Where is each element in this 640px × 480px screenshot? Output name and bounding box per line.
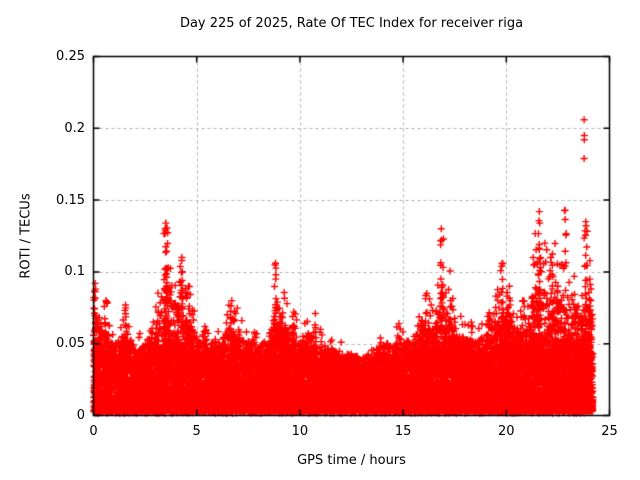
chart-title: Day 225 of 2025, Rate Of TEC Index for r… [179, 16, 524, 31]
x-tick-label: 15 [394, 424, 412, 439]
x-tick-label: 20 [498, 424, 515, 439]
x-axis-label: GPS time / hours [297, 453, 406, 468]
x-tick-label: 0 [89, 424, 98, 439]
y-tick-label: 0.2 [64, 120, 85, 136]
x-tick-label: 25 [601, 424, 618, 439]
y-tick-label: 0 [76, 408, 85, 423]
x-tick-label: 10 [291, 424, 309, 439]
y-tick-label: 0.05 [56, 336, 85, 352]
y-tick-label: 0.1 [64, 264, 85, 280]
y-tick-label: 0.15 [56, 192, 85, 208]
x-tick-label: 5 [192, 424, 201, 439]
y-tick-label: 0.25 [56, 49, 85, 64]
